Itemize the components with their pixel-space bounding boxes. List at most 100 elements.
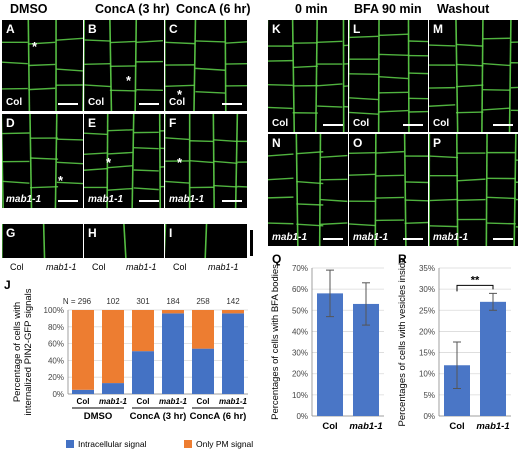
x-tick-label: mab1-1 (349, 421, 382, 432)
y-tick-label: 80% (48, 323, 64, 332)
x-tick-label: Col (77, 397, 90, 406)
panel-letter: I (169, 226, 173, 240)
cell-wall-texture (165, 20, 247, 111)
cell-wall-vertical (158, 114, 162, 208)
y-tick-label: 40% (48, 356, 64, 365)
scale-bar (139, 103, 159, 105)
scale-bar (323, 124, 343, 126)
cell-wall-horizontal (28, 87, 56, 91)
panel-genotype-label: Col (88, 97, 105, 108)
cell-wall-horizontal (56, 181, 83, 185)
x-tick-label: Col (197, 397, 210, 406)
y-tick-label: 15% (419, 349, 435, 358)
panel-genotype-label: mab1-1 (353, 232, 389, 243)
cell-wall-horizontal (133, 187, 159, 191)
cell-wall-horizontal (349, 151, 376, 155)
cell-wall-texture (123, 224, 127, 258)
chart-r-bar: 0% 5% 10% 15% 20% 25% 30% 35% Percentages of cel… (397, 258, 511, 432)
caption-h-mab: mab1-1 (126, 262, 157, 272)
y-tick-label: 0% (423, 412, 435, 421)
micrograph-panel-o: O mab1-1 (349, 134, 428, 246)
cell-wall-vertical (318, 134, 322, 246)
bar-segment (192, 310, 214, 349)
cell-wall-horizontal (268, 83, 293, 87)
micrograph-panel-e: E * mab1-1 (84, 114, 164, 208)
cell-wall-horizontal (29, 186, 59, 189)
cell-wall-horizontal (482, 107, 511, 111)
y-tick-label: 0% (52, 390, 64, 399)
x-tick-label: Col (449, 421, 464, 432)
cell-wall-horizontal (317, 105, 343, 108)
cell-wall-horizontal (159, 130, 164, 132)
n-count-label: 184 (166, 297, 180, 306)
chart-letter-q: Q (272, 252, 282, 266)
y-tick-label: 40% (292, 327, 308, 336)
n-count-label: N = 296 (63, 297, 92, 306)
cell-wall-horizontal (320, 222, 348, 226)
cell-wall-horizontal (56, 161, 83, 165)
cell-wall-vertical (42, 224, 46, 258)
cell-wall-texture (268, 134, 348, 246)
header-conca-3hr: ConcA (3 hr) (95, 2, 170, 16)
y-tick-label: 35% (419, 264, 435, 273)
asterisk-marker: * (106, 155, 112, 170)
panel-genotype-label: mab1-1 (6, 194, 42, 205)
cell-wall-horizontal (317, 83, 343, 87)
panel-letter: E (88, 116, 97, 130)
scale-bar (58, 103, 78, 105)
cell-wall-texture (84, 20, 163, 111)
asterisk-marker: * (126, 73, 132, 88)
bar-segment (192, 348, 214, 394)
scale-bar (493, 124, 513, 126)
legend-label: Intracellular signal (78, 439, 147, 449)
cell-wall-horizontal (133, 169, 159, 172)
scale-bar (403, 124, 423, 126)
cell-wall-horizontal (268, 153, 294, 157)
cell-wall-horizontal (320, 154, 348, 159)
cell-wall-horizontal (429, 104, 456, 107)
y-tick-label: 60% (292, 285, 308, 294)
caption-g-col: Col (10, 262, 24, 272)
cell-wall-horizontal (189, 140, 214, 143)
x-tick-label: mab1-1 (99, 397, 128, 406)
cell-wall-horizontal (343, 85, 348, 88)
cell-wall-horizontal (349, 35, 379, 39)
cell-wall-horizontal (213, 184, 238, 188)
bar-segment (72, 310, 94, 390)
bar (480, 301, 506, 416)
panel-genotype-label: Col (272, 118, 289, 129)
cell-wall-texture (429, 20, 518, 132)
n-count-label: 142 (226, 297, 240, 306)
cell-wall-horizontal (408, 40, 428, 43)
cell-wall-vertical (234, 114, 239, 208)
cell-wall-texture (2, 224, 46, 258)
cell-wall-horizontal (404, 221, 428, 225)
bar-segment (102, 383, 124, 394)
x-tick-label: mab1-1 (159, 397, 188, 406)
cell-wall-vertical (193, 20, 197, 111)
cell-wall-horizontal (107, 165, 133, 169)
asterisk-marker: * (177, 87, 183, 102)
cell-wall-horizontal (408, 72, 428, 75)
cell-wall-horizontal (404, 199, 428, 202)
cell-wall-horizontal (296, 203, 324, 206)
panel-genotype-label: Col (169, 97, 186, 108)
cell-wall-horizontal (133, 146, 159, 150)
cell-wall-horizontal (515, 226, 518, 228)
cell-wall-horizontal (510, 41, 518, 43)
cell-wall-horizontal (320, 178, 348, 181)
micrograph-panel-m: M Col (429, 20, 518, 132)
cell-wall-horizontal (195, 67, 226, 71)
scale-bar (222, 103, 242, 105)
micrograph-panel-a: A * Col (2, 20, 83, 111)
y-tick-label: 10% (292, 391, 308, 400)
scale-bar (323, 238, 343, 240)
cell-wall-horizontal (165, 84, 195, 88)
cell-wall-horizontal (2, 132, 30, 135)
cell-wall-horizontal (429, 155, 459, 159)
cell-wall-vertical (403, 134, 407, 246)
cell-wall-horizontal (213, 160, 238, 165)
micrograph-panel-h: H (84, 224, 164, 258)
chart-letter-r: R (398, 252, 407, 266)
significance-label: ** (471, 274, 480, 286)
